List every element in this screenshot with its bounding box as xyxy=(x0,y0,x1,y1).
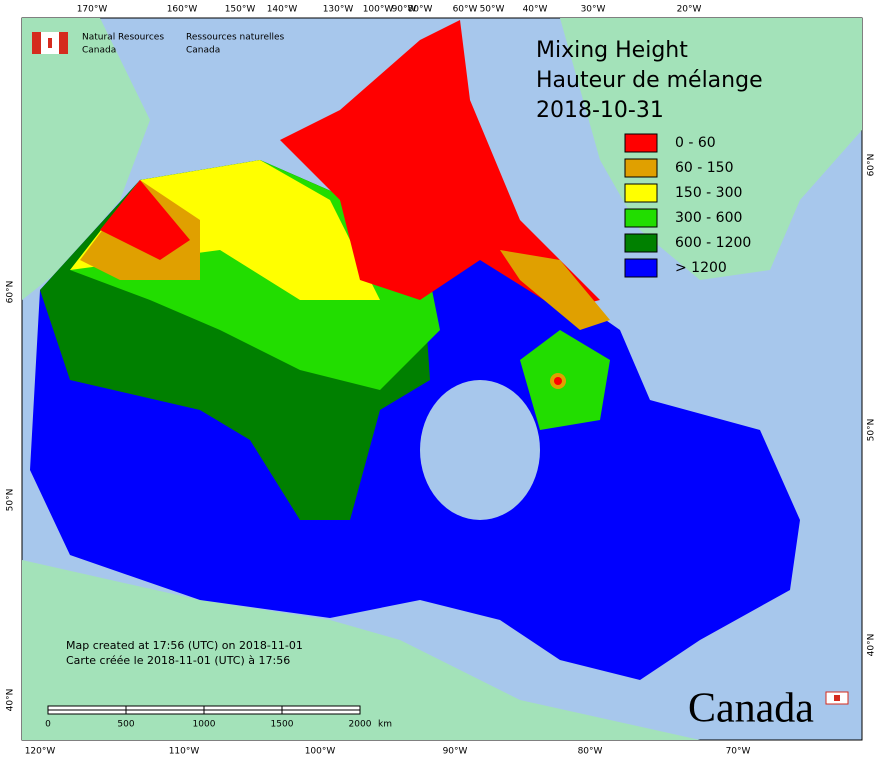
lon-label: 140°W xyxy=(267,5,298,15)
org-en: Canada xyxy=(82,46,116,56)
legend-label: 0 - 60 xyxy=(675,135,716,151)
lon-label: 40°W xyxy=(523,5,548,15)
lat-label: 40°N xyxy=(6,689,16,712)
zone-arctic xyxy=(280,20,600,310)
scale-label: 500 xyxy=(117,720,134,730)
legend-swatch xyxy=(624,133,658,153)
legend-label: 150 - 300 xyxy=(675,185,742,201)
zone-baffin-south xyxy=(500,250,610,330)
scale-unit: km xyxy=(378,720,392,730)
lon-label: 90°W xyxy=(443,747,468,757)
hudson-bay xyxy=(420,380,540,520)
lat-label: 50°N xyxy=(6,489,16,512)
scale-label: 2000 xyxy=(349,720,372,730)
title: Hauteur de mélange xyxy=(536,68,763,93)
lon-label: 150°W xyxy=(225,5,256,15)
lon-label: 50°W xyxy=(480,5,505,15)
usa xyxy=(22,560,700,740)
flag-band xyxy=(32,32,41,54)
legend-swatch xyxy=(624,233,658,253)
lon-label: 20°W xyxy=(677,5,702,15)
legend-label: 300 - 600 xyxy=(675,210,742,226)
lat-label: 40°N xyxy=(867,634,877,657)
lon-label: 70°W xyxy=(726,747,751,757)
org-fr: Canada xyxy=(186,46,220,56)
lon-label: 30°W xyxy=(581,5,606,15)
lat-label: 60°N xyxy=(6,281,16,304)
title: Mixing Height xyxy=(536,38,688,63)
org-fr: Ressources naturelles xyxy=(186,33,285,43)
legend-label: 600 - 1200 xyxy=(675,235,751,251)
lon-label: 130°W xyxy=(323,5,354,15)
title: 2018-10-31 xyxy=(536,98,664,123)
lon-label: 60°W xyxy=(453,5,478,15)
alaska xyxy=(22,18,150,300)
scale-label: 1000 xyxy=(193,720,216,730)
org-en: Natural Resources xyxy=(82,33,164,43)
credit: Map created at 17:56 (UTC) on 2018-11-01 xyxy=(66,639,303,652)
lat-label: 50°N xyxy=(867,419,877,442)
lon-label: 100°W xyxy=(363,5,394,15)
lon-label: 100°W xyxy=(305,747,336,757)
lon-label: 80°W xyxy=(578,747,603,757)
credit: Carte créée le 2018-11-01 (UTC) à 17:56 xyxy=(66,654,290,667)
legend-swatch xyxy=(624,158,658,178)
scale-label: 1500 xyxy=(271,720,294,730)
lon-label: 90°W xyxy=(392,5,417,15)
flag-leaf xyxy=(48,38,52,48)
legend-swatch xyxy=(624,208,658,228)
lon-label: 170°W xyxy=(77,5,108,15)
lon-label: 120°W xyxy=(25,747,56,757)
wordmark: Canada xyxy=(688,686,814,732)
legend-label: 60 - 150 xyxy=(675,160,734,176)
lon-label: 160°W xyxy=(167,5,198,15)
scale-label: 0 xyxy=(45,720,51,730)
lon-label: 110°W xyxy=(169,747,200,757)
hotspot xyxy=(554,377,562,385)
legend-swatch xyxy=(624,258,658,278)
lat-label: 60°N xyxy=(867,154,877,177)
flag-band xyxy=(59,32,68,54)
wordmark-leaf xyxy=(834,695,840,701)
legend-swatch xyxy=(624,183,658,203)
zone-red xyxy=(100,180,190,260)
legend-label: > 1200 xyxy=(675,260,727,276)
lon-label: 80°W xyxy=(408,5,433,15)
